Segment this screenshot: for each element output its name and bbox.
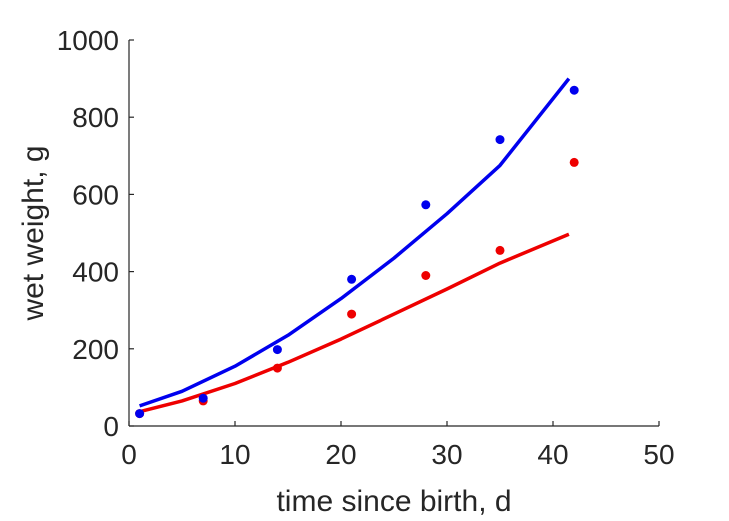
data-point-series-1 [198,393,208,403]
data-point-series-1 [569,85,579,95]
y-tick-label: 600 [72,179,119,210]
data-point-series-1 [421,200,431,210]
data-point-series-2 [347,309,357,319]
data-points [135,85,579,419]
data-point-series-1 [272,345,282,355]
y-tick-label: 0 [103,411,119,442]
data-point-series-2 [569,157,579,167]
y-axis-label: wet weight, g [17,145,50,321]
y-tick-label: 400 [72,257,119,288]
y-tick-label: 1000 [57,25,119,56]
x-tick-label: 0 [121,439,137,470]
ticks: 0 10 20 30 40 50 0 200 400 600 800 1000 [57,25,675,470]
x-axis-label: time since birth, d [276,485,511,518]
data-point-series-1 [135,409,145,419]
y-tick-label: 800 [72,102,119,133]
data-point-series-2 [495,245,505,255]
fit-curve-series-1 [139,77,571,408]
y-tick-label: 200 [72,334,119,365]
fit-curves [139,77,571,414]
data-point-series-1 [347,274,357,284]
x-tick-label: 10 [219,439,250,470]
data-point-series-1 [495,135,505,145]
fit-curve-series-2 [139,232,570,414]
data-point-series-2 [421,271,431,280]
x-tick-label: 50 [643,439,674,470]
data-point-series-2 [272,363,282,373]
axes [128,40,659,427]
x-tick-label: 40 [537,439,568,470]
x-tick-label: 20 [325,439,356,470]
x-tick-label: 30 [431,439,462,470]
